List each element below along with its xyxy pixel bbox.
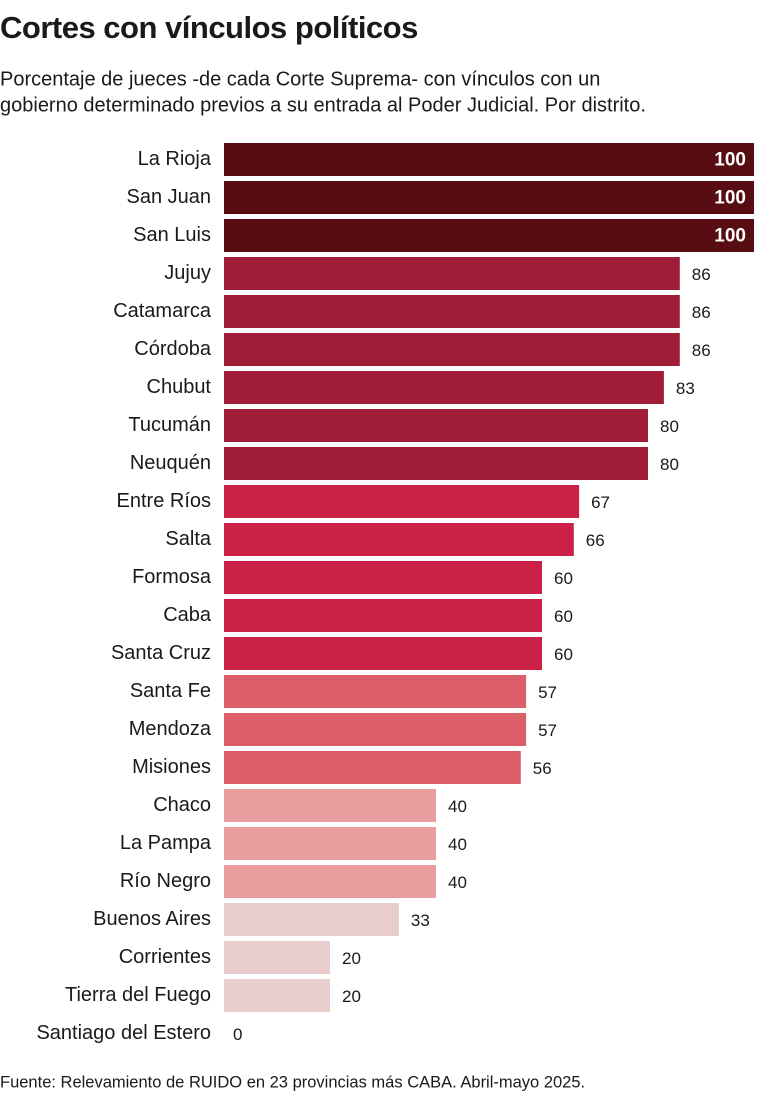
category-label: La Pampa [120, 832, 212, 854]
bar [224, 751, 521, 784]
category-label: Santiago del Estero [36, 1022, 211, 1044]
bar [224, 827, 436, 860]
chart-title: Cortes con vínculos políticos [0, 10, 418, 45]
value-label: 57 [538, 683, 557, 702]
category-label: Chubut [147, 376, 212, 398]
value-label: 86 [692, 341, 711, 360]
category-label: Santa Fe [130, 680, 211, 702]
value-label: 33 [411, 911, 430, 930]
value-label: 86 [692, 265, 711, 284]
value-label: 80 [660, 417, 679, 436]
bar [224, 447, 648, 480]
bar [224, 333, 680, 366]
bar [224, 789, 436, 822]
bar [224, 143, 754, 176]
category-label: Entre Ríos [117, 490, 211, 512]
category-label: Tucumán [128, 414, 211, 436]
value-label: 100 [714, 226, 746, 247]
bar [224, 523, 574, 556]
bar [224, 409, 648, 442]
category-label: Tierra del Fuego [65, 984, 211, 1006]
category-label: Salta [165, 528, 211, 550]
category-label: Chaco [153, 794, 211, 816]
bar [224, 485, 580, 518]
value-label: 60 [554, 569, 573, 588]
category-label: Buenos Aires [93, 908, 211, 930]
value-label: 40 [448, 797, 467, 816]
bar [224, 561, 542, 594]
bar [224, 295, 680, 328]
bar [224, 257, 680, 290]
bar [224, 675, 527, 708]
bar [224, 219, 754, 252]
bar [224, 371, 664, 404]
value-label: 20 [342, 987, 361, 1006]
bar [224, 181, 754, 214]
bar [224, 637, 542, 670]
value-label: 57 [538, 721, 557, 740]
category-label: Caba [163, 604, 212, 626]
value-label: 100 [714, 150, 746, 171]
value-label: 40 [448, 835, 467, 854]
bar [224, 903, 399, 936]
value-label: 60 [554, 645, 573, 664]
category-label: Misiones [132, 756, 211, 778]
value-label: 40 [448, 873, 467, 892]
category-label: Formosa [132, 566, 212, 588]
category-label: Santa Cruz [111, 642, 211, 664]
value-label: 0 [233, 1025, 242, 1044]
category-label: Catamarca [113, 300, 212, 322]
value-label: 86 [692, 303, 711, 322]
category-label: San Luis [133, 224, 211, 246]
value-label: 20 [342, 949, 361, 968]
category-label: Córdoba [134, 338, 212, 360]
bar [224, 865, 436, 898]
bar [224, 941, 330, 974]
value-label: 100 [714, 188, 746, 209]
value-label: 60 [554, 607, 573, 626]
value-label: 83 [676, 379, 695, 398]
category-label: La Rioja [138, 148, 212, 170]
value-label: 56 [533, 759, 552, 778]
value-label: 80 [660, 455, 679, 474]
value-label: 66 [586, 531, 605, 550]
category-label: Corrientes [119, 946, 211, 968]
category-label: Mendoza [129, 718, 212, 740]
category-label: Río Negro [120, 870, 211, 892]
bar [224, 599, 542, 632]
value-label: 67 [591, 493, 610, 512]
bar [224, 713, 527, 746]
bar [224, 979, 330, 1012]
source-note: Fuente: Relevamiento de RUIDO en 23 prov… [0, 1073, 585, 1091]
chart-subtitle: Porcentaje de jueces -de cada Corte Supr… [0, 68, 600, 90]
chart-subtitle: gobierno determinado previos a su entrad… [0, 94, 646, 116]
category-label: Neuquén [130, 452, 211, 474]
category-label: San Juan [126, 186, 211, 208]
category-label: Jujuy [164, 262, 211, 284]
